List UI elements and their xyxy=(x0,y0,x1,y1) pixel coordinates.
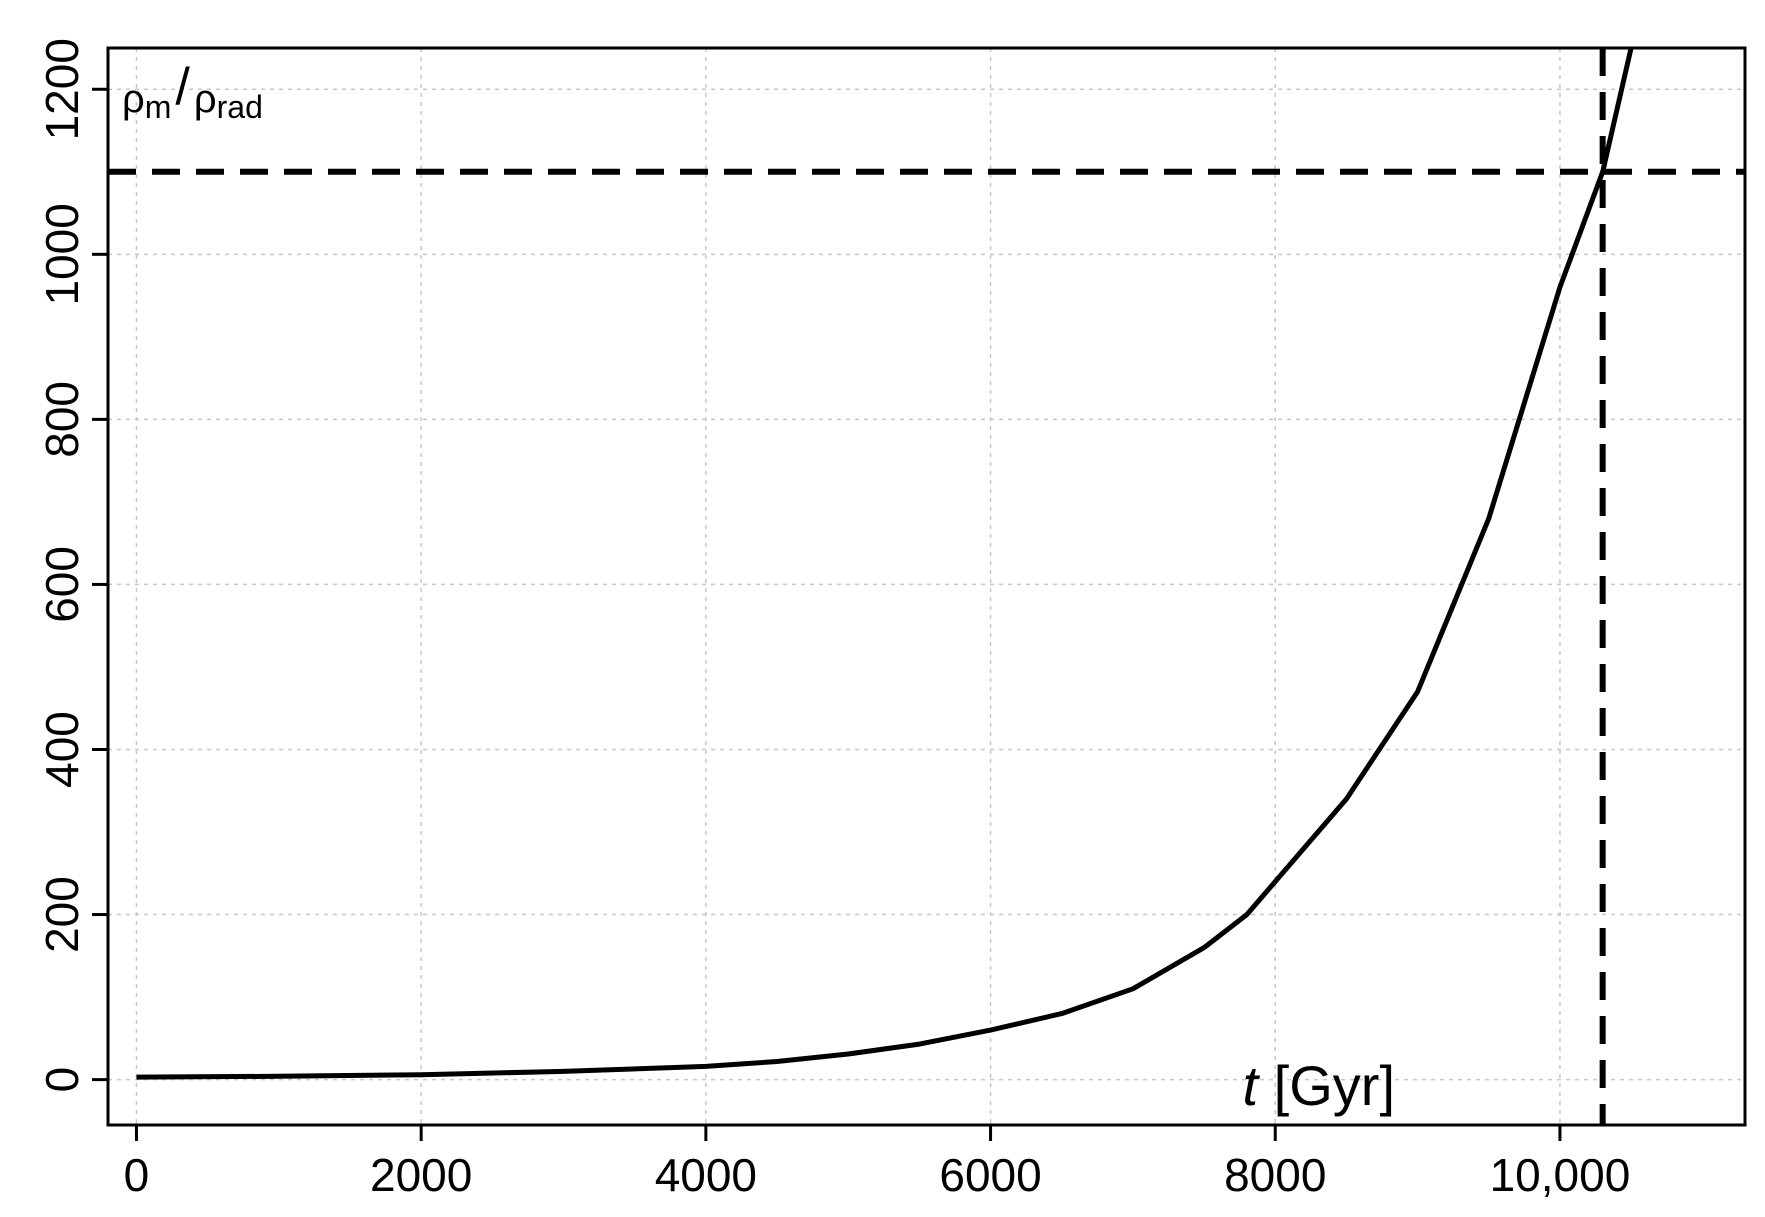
x-label-t: t xyxy=(1243,1054,1261,1117)
plot-frame xyxy=(106,46,1747,1127)
series-layer xyxy=(136,48,1634,1080)
x-axis-label: t [Gyr] xyxy=(1243,1054,1395,1117)
reference-lines xyxy=(108,48,1745,1125)
x-tick-label: 8000 xyxy=(1224,1149,1326,1201)
y-tick-label: 400 xyxy=(36,711,88,788)
y-label-rho-rad: ρ xyxy=(194,77,217,121)
y-label-slash: / xyxy=(175,58,190,116)
y-tick-label: 1000 xyxy=(36,203,88,305)
y-axis-label: ρm/ρrad xyxy=(122,58,263,125)
y-label-rho-m: ρ xyxy=(122,77,145,121)
series-line xyxy=(136,48,1634,1080)
y-label-sub-m: m xyxy=(145,89,172,125)
y-tick-label: 200 xyxy=(36,876,88,953)
x-tick-label: 4000 xyxy=(655,1149,757,1201)
y-tick-label: 600 xyxy=(36,546,88,623)
x-tick-label: 6000 xyxy=(939,1149,1041,1201)
x-tick-label: 0 xyxy=(124,1149,150,1201)
y-tick-label: 1200 xyxy=(36,38,88,140)
grid-layer xyxy=(108,48,1745,1125)
x-axis: 0 2000 4000 6000 8000 10,000 xyxy=(124,1125,1631,1201)
y-tick-label: 800 xyxy=(36,381,88,458)
x-tick-label: 10,000 xyxy=(1490,1149,1631,1201)
x-label-unit: [Gyr] xyxy=(1274,1054,1395,1117)
x-tick-label: 2000 xyxy=(370,1149,472,1201)
y-axis: 0 200 400 600 800 1000 1200 xyxy=(36,38,108,1092)
y-label-sub-rad: rad xyxy=(217,89,263,125)
y-tick-label: 0 xyxy=(36,1067,88,1093)
